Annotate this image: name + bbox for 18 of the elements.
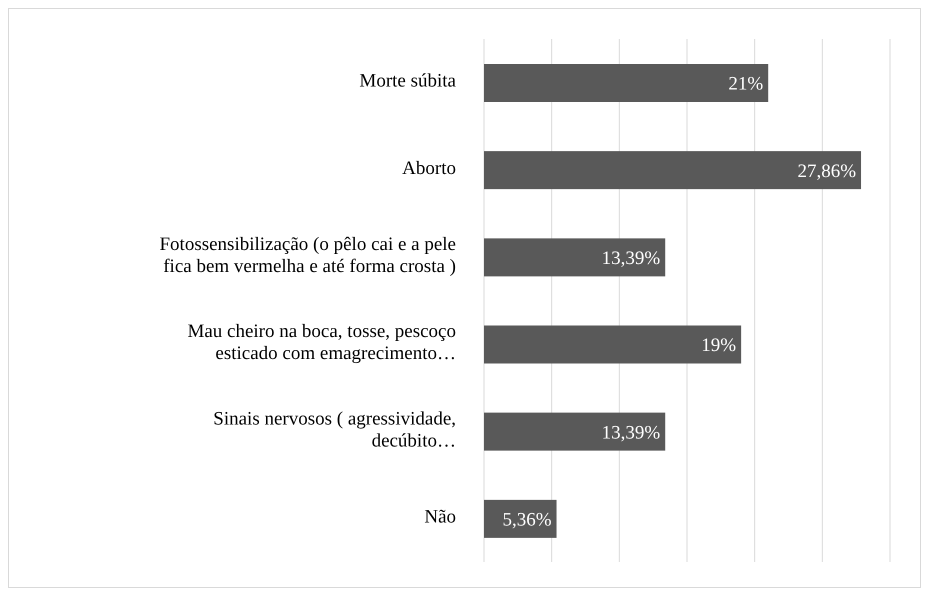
y-tick-label: Aborto <box>402 158 456 180</box>
y-tick-label: Morte súbita <box>359 70 457 92</box>
bar <box>484 412 666 451</box>
data-label: 13,39% <box>602 422 660 444</box>
bar <box>484 64 768 102</box>
data-label: 27,86% <box>797 160 856 182</box>
y-tick-label: Sinais nervosos ( agressividade, decúbito… <box>213 408 456 452</box>
data-label: 5,36% <box>502 510 552 531</box>
y-tick-label: Fotossensibilização (o pêlo cai e a pele fica bem vermelha e até forma crosta ) <box>159 234 456 278</box>
data-label: 13,39% <box>602 248 660 270</box>
bar <box>484 151 862 190</box>
bar <box>484 500 557 538</box>
bar <box>484 238 666 276</box>
y-tick-label: Mau cheiro na boca, tosse, pescoço esticado com emagrecimento… <box>187 321 456 364</box>
data-label: 21% <box>728 74 764 95</box>
data-label: 19% <box>701 335 736 356</box>
y-tick-label: Não <box>424 506 456 528</box>
bar <box>484 326 742 364</box>
